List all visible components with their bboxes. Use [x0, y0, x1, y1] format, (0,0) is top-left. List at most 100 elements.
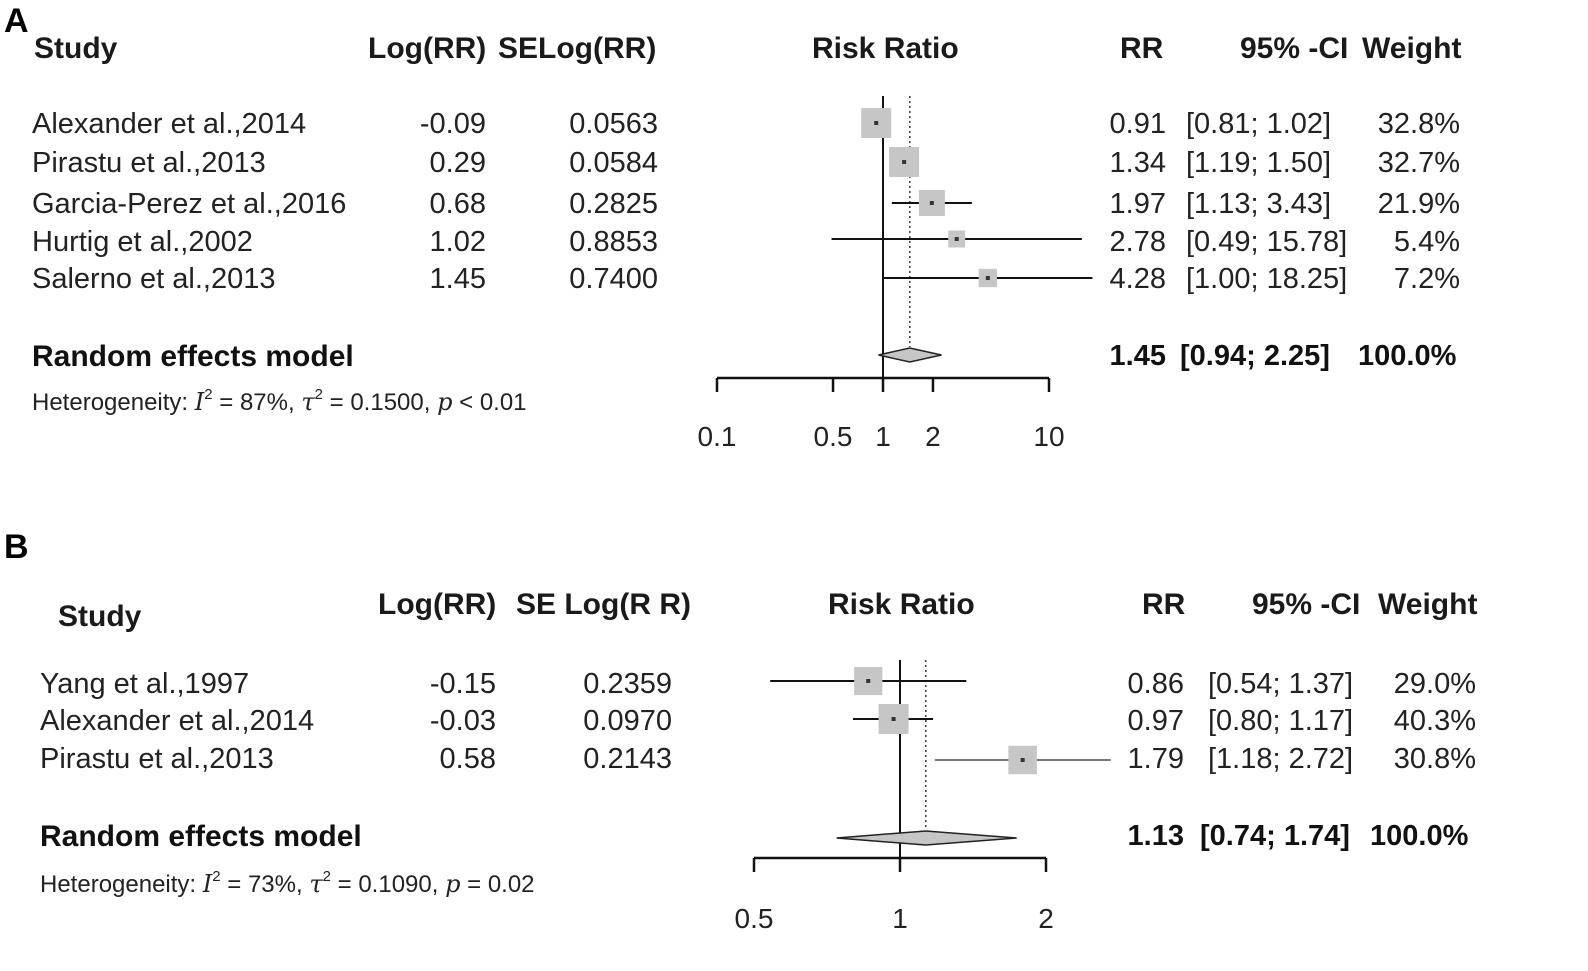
study-name: Yang et al.,1997 — [40, 668, 250, 700]
study-logrr: 1.45 — [429, 263, 486, 295]
study-weight: 29.0% — [1393, 668, 1476, 700]
pooled-ci: [0.94; 2.25] — [1180, 340, 1330, 372]
heterogeneity-prefix: Heterogeneity: — [40, 871, 203, 898]
study-selogrr: 0.2359 — [583, 668, 672, 700]
tau2-value: 0.1090 — [358, 871, 432, 898]
study-logrr: -0.03 — [429, 705, 496, 737]
study-rr: 0.91 — [1109, 108, 1166, 140]
pooled-rr: 1.13 — [1127, 820, 1184, 852]
study-name: Pirastu et al.,2013 — [32, 147, 266, 179]
study-weight: 21.9% — [1377, 188, 1460, 220]
point-estimate — [902, 160, 907, 164]
study-rr: 2.78 — [1109, 226, 1166, 258]
pooled-diamond — [836, 830, 1017, 846]
forest-plot-panel-b: B Study Log(RR) SE Log(R R) Risk Ratio R… — [0, 528, 1588, 971]
pooled-ci: [0.74; 1.74] — [1200, 820, 1350, 852]
x-tick-label: 0.5 — [814, 421, 853, 452]
x-tick-label: 10 — [1033, 421, 1064, 452]
study-ci: [1.00; 18.25] — [1186, 263, 1348, 295]
study-ci: [0.54; 1.37] — [1208, 668, 1354, 700]
point-estimate — [1020, 758, 1025, 762]
forest-plot-b: 0.5 1 2 — [735, 660, 1111, 934]
study-logrr: -0.09 — [419, 108, 486, 140]
pooled-label: Random effects model — [32, 340, 354, 373]
study-selogrr: 0.0584 — [569, 147, 658, 179]
pooled-weight: 100.0% — [1358, 340, 1457, 372]
study-name: Alexander et al.,2014 — [32, 108, 307, 140]
study-ci: [0.49; 15.78] — [1186, 226, 1348, 258]
header-study: Study — [58, 600, 142, 633]
p-operator: < — [459, 389, 474, 416]
point-estimate — [891, 717, 896, 721]
study-logrr: 0.68 — [429, 188, 486, 220]
header-rr: RR — [1120, 32, 1164, 65]
study-name: Alexander et al.,2014 — [40, 705, 315, 737]
study-ci: [1.13; 3.43] — [1186, 188, 1332, 220]
study-rr: 4.28 — [1109, 263, 1166, 295]
point-estimate — [866, 679, 871, 683]
header-study: Study — [34, 32, 118, 65]
study-selogrr: 0.2143 — [583, 743, 672, 775]
point-estimate — [874, 121, 879, 125]
study-selogrr: 0.0563 — [569, 108, 658, 140]
header-weight: Weight — [1378, 588, 1478, 621]
study-selogrr: 0.7400 — [569, 263, 658, 295]
header-rr: RR — [1142, 588, 1186, 621]
p-value: 0.02 — [487, 871, 535, 898]
i2-value: 73% — [247, 871, 296, 898]
header-risk-ratio: Risk Ratio — [812, 32, 959, 65]
header-logrr: Log(RR) — [378, 588, 497, 621]
x-tick-label: 1 — [875, 421, 891, 452]
study-ci: [0.81; 1.02] — [1186, 108, 1332, 140]
study-name: Pirastu et al.,2013 — [40, 743, 274, 775]
p-operator: = — [467, 871, 482, 898]
study-logrr: 1.02 — [429, 226, 486, 258]
study-rr: 0.97 — [1127, 705, 1184, 737]
header-weight: Weight — [1362, 32, 1462, 65]
x-tick-label: 1 — [892, 903, 908, 934]
study-weight: 30.8% — [1393, 743, 1476, 775]
study-rr: 1.79 — [1127, 743, 1184, 775]
panel-label: B — [4, 528, 29, 566]
study-ci: [1.18; 2.72] — [1208, 743, 1354, 775]
x-tick-label: 0.1 — [698, 421, 737, 452]
tau2-value: 0.1500 — [350, 389, 424, 416]
study-rr: 0.86 — [1127, 668, 1184, 700]
study-weight: 40.3% — [1393, 705, 1476, 737]
study-weight: 7.2% — [1393, 263, 1460, 295]
panel-label: A — [4, 2, 29, 40]
p-value: 0.01 — [479, 389, 527, 416]
x-tick-label: 2 — [1038, 903, 1054, 934]
forest-plot-panel-a: A Study Log(RR) SELog(RR) Risk Ratio RR … — [4, 2, 1462, 452]
study-selogrr: 0.2825 — [569, 188, 658, 220]
study-name: Hurtig et al.,2002 — [32, 226, 253, 258]
header-risk-ratio: Risk Ratio — [828, 588, 975, 621]
study-ci: [1.19; 1.50] — [1186, 147, 1332, 179]
point-estimate — [954, 237, 959, 241]
x-tick-label: 0.5 — [735, 903, 774, 934]
header-selogrr: SE Log(R R) — [516, 588, 691, 621]
header-selogrr: SELog(RR) — [498, 32, 657, 65]
study-logrr: 0.29 — [429, 147, 486, 179]
study-selogrr: 0.0970 — [583, 705, 672, 737]
pooled-weight: 100.0% — [1370, 820, 1469, 852]
study-weight: 32.7% — [1377, 147, 1460, 179]
point-estimate — [929, 201, 934, 205]
forest-plot-a: 0.1 0.5 1 2 10 — [698, 96, 1093, 452]
study-name: Garcia-Perez et al.,2016 — [32, 188, 347, 220]
study-weight: 32.8% — [1377, 108, 1460, 140]
pooled-rr: 1.45 — [1109, 340, 1166, 372]
header-ci: 95% -CI — [1240, 32, 1349, 65]
study-rr: 1.97 — [1109, 188, 1166, 220]
study-ci: [0.80; 1.17] — [1208, 705, 1354, 737]
header-logrr: Log(RR) — [368, 32, 487, 65]
study-selogrr: 0.8853 — [569, 226, 658, 258]
heterogeneity-statement: Heterogeneity: I2 = 73%, τ2 = 0.1090, p … — [40, 868, 535, 898]
study-rr: 1.34 — [1109, 147, 1166, 179]
heterogeneity-prefix: Heterogeneity: — [32, 389, 195, 416]
pooled-diamond — [878, 347, 942, 363]
study-logrr: 0.58 — [439, 743, 496, 775]
heterogeneity-statement: Heterogeneity: I2 = 87%, τ2 = 0.1500, p … — [32, 386, 527, 416]
pooled-label: Random effects model — [40, 820, 362, 853]
x-tick-label: 2 — [925, 421, 941, 452]
